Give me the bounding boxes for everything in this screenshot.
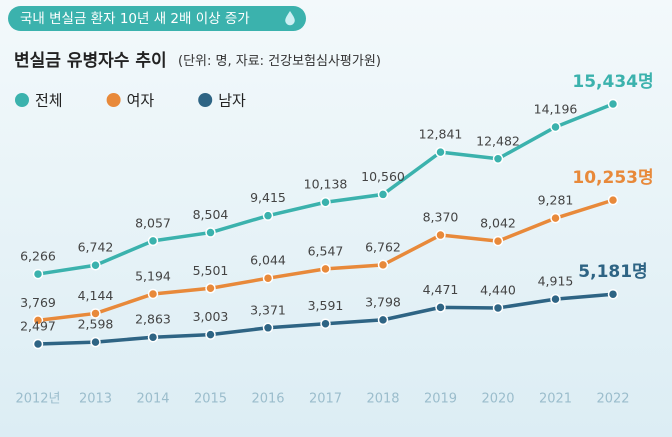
x-tick-label: 2013 — [79, 392, 112, 407]
point — [262, 272, 274, 284]
drop-icon — [285, 11, 295, 26]
point — [492, 153, 504, 165]
value-label: 3,371 — [250, 302, 286, 317]
title-pill — [8, 6, 306, 31]
value-label: 12,482 — [476, 133, 520, 148]
value-label: 8,042 — [480, 216, 516, 231]
x-tick-label: 2019 — [424, 392, 457, 407]
point — [90, 259, 101, 271]
point — [205, 283, 216, 294]
value-label: 6,266 — [20, 249, 56, 264]
value-label: 5,501 — [193, 263, 229, 278]
point — [607, 194, 619, 206]
value-label: 6,547 — [308, 243, 344, 258]
point — [32, 268, 44, 280]
point — [90, 336, 101, 348]
point — [205, 329, 216, 340]
value-label: 12,841 — [419, 127, 463, 142]
legend-swatch — [15, 93, 29, 107]
x-tick-label: 2018 — [366, 392, 399, 407]
chart-title: 국내 변실금 환자 10년 새 2배 이상 증가 — [20, 11, 250, 27]
x-tick-label: 2012년 — [15, 392, 60, 407]
point — [147, 235, 159, 247]
value-label: 2,863 — [135, 312, 171, 327]
value-label: 4,440 — [480, 282, 516, 297]
value-label: 10,560 — [361, 169, 405, 184]
subtitle-main: 변실금 유병자수 추이 — [14, 51, 167, 71]
point — [147, 288, 159, 300]
value-label: 9,415 — [250, 190, 286, 205]
point — [377, 189, 389, 200]
point — [320, 196, 331, 208]
value-label: 8,504 — [193, 207, 229, 222]
subtitle: 변실금 유병자수 추이 (단위: 명, 자료: 건강보험심사평가원) — [14, 51, 381, 71]
point — [320, 318, 331, 329]
value-label: 2,497 — [20, 319, 56, 334]
value-label: 10,138 — [304, 177, 348, 192]
x-tick-label: 2015 — [194, 392, 227, 407]
point — [435, 229, 446, 241]
value-label: 9,281 — [538, 193, 574, 208]
value-label: 6,742 — [78, 240, 114, 255]
point — [492, 235, 504, 247]
x-tick-label: 2020 — [481, 392, 514, 407]
point — [607, 288, 619, 300]
value-label: 3,798 — [365, 294, 401, 309]
value-label: 4,144 — [78, 288, 114, 303]
x-tick-label: 2016 — [251, 392, 284, 407]
plot: 2012년 2013 2014 2015 2016 2017 2018 2019 2020 202… — [15, 72, 653, 407]
value-label: 3,591 — [308, 298, 344, 313]
point — [550, 212, 561, 224]
value-label: 5,181명 — [578, 262, 647, 282]
legend-label: 남자 — [218, 92, 246, 110]
point — [550, 121, 561, 133]
value-label: 4,915 — [538, 274, 574, 289]
point — [377, 259, 389, 271]
legend-label: 여자 — [127, 92, 155, 110]
point — [32, 315, 44, 326]
point — [550, 293, 561, 305]
point — [205, 227, 216, 238]
value-label: 4,471 — [423, 282, 459, 297]
point — [435, 146, 446, 158]
point — [377, 314, 389, 326]
point — [262, 322, 274, 334]
point — [607, 98, 619, 110]
value-label: 2,598 — [78, 317, 114, 332]
legend-swatch — [198, 93, 213, 107]
point — [435, 302, 446, 313]
point — [32, 338, 44, 350]
x-tick-label: 2021 — [539, 392, 572, 407]
value-label: 10,253명 — [572, 168, 653, 188]
point — [147, 331, 159, 343]
point — [320, 263, 331, 275]
value-label: 6,762 — [365, 239, 401, 254]
value-label: 5,194 — [135, 268, 171, 283]
x-tick-label: 2014 — [136, 392, 169, 407]
value-label: 8,057 — [135, 215, 171, 230]
x-tick-label: 2017 — [309, 392, 342, 407]
value-label: 8,370 — [423, 210, 459, 225]
value-label: 3,769 — [20, 295, 56, 310]
value-label: 15,434명 — [572, 72, 653, 92]
point — [492, 302, 504, 314]
x-tick-label: 2022 — [596, 392, 629, 407]
value-label: 6,044 — [250, 253, 286, 268]
point — [90, 308, 101, 319]
legend-swatch — [106, 93, 121, 107]
value-label: 3,003 — [193, 309, 229, 324]
legend-label: 전체 — [35, 92, 63, 110]
point — [262, 210, 274, 221]
value-label: 14,196 — [534, 101, 578, 116]
legend: 전체 여자 남자 — [15, 92, 246, 110]
source-note: (단위: 명, 자료: 건강보험심사평가원) — [178, 54, 381, 69]
